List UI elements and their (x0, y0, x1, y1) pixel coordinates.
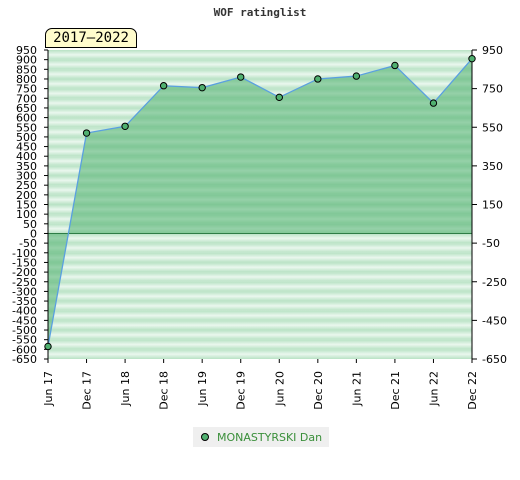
y-left-tick-label: 950 (16, 44, 37, 57)
plot-band (48, 78, 472, 89)
data-point (44, 342, 52, 351)
y-left-tick-label: -100 (12, 247, 37, 260)
plot-band (48, 320, 472, 331)
y-left-tick-label: 200 (16, 189, 37, 202)
y-left-tick-label: 800 (16, 73, 37, 86)
y-left-tick-label: 850 (16, 63, 37, 76)
data-point (82, 129, 91, 137)
y-left-tick-label: -600 (12, 343, 37, 356)
y-left-tick-label: 100 (16, 208, 37, 221)
data-point (121, 122, 129, 130)
y-left-tick-label: -150 (12, 256, 37, 269)
x-tick-label: Dec 22 (466, 371, 479, 410)
legend: MONASTYRSKI Dan (193, 427, 329, 447)
x-tick-label: Dec 19 (235, 371, 248, 410)
y-left-tick-label: -650 (12, 353, 37, 366)
y-left-tick-label: 450 (16, 141, 37, 154)
period-badge: 2017–2022 (45, 28, 137, 48)
series-area (48, 58, 472, 347)
y-left-tick-label: -350 (12, 295, 37, 308)
y-right-tick-label: 550 (482, 121, 503, 134)
y-left-tick-label: 50 (23, 218, 37, 231)
plot-band (48, 252, 472, 263)
legend-label: MONASTYRSKI Dan (217, 430, 323, 444)
x-tick-label: Dec 18 (158, 371, 171, 410)
y-left-tick-label: -250 (12, 276, 37, 289)
plot-band (48, 339, 472, 350)
y-left-tick-label: -200 (12, 266, 37, 279)
y-right-tick-label: 350 (482, 160, 503, 173)
y-left-tick-label: -50 (19, 237, 37, 250)
x-tick-label: Jun 17 (42, 371, 55, 407)
chart-title: WOF ratinglist (213, 6, 307, 19)
x-tick-label: Dec 21 (389, 371, 402, 410)
plot-band (48, 310, 472, 321)
y-left-tick-label: -400 (12, 305, 37, 318)
legend-marker-icon (201, 433, 209, 441)
y-left-tick-label: 650 (16, 102, 37, 115)
y-right-tick-label: 150 (482, 199, 503, 212)
y-left-tick-label: 600 (16, 112, 37, 125)
data-point (429, 99, 438, 107)
plot-band (48, 233, 472, 244)
y-left-tick-label: 700 (16, 92, 37, 105)
data-point (468, 54, 476, 63)
y-left-tick-label: 750 (16, 83, 37, 96)
plot-band (48, 272, 472, 282)
x-tick-label: Jun 21 (350, 371, 363, 407)
y-left-tick-label: -450 (12, 314, 37, 327)
data-point (159, 82, 168, 90)
plot-band (48, 330, 472, 340)
y-left-tick-label: 400 (16, 150, 37, 163)
data-point (352, 72, 361, 80)
y-right-tick-label: 950 (482, 44, 503, 57)
y-left-tick-label: 500 (16, 131, 37, 144)
y-left-tick-label: 350 (16, 160, 37, 173)
data-point (275, 93, 283, 102)
x-tick-label: Jun 22 (427, 371, 440, 407)
plot-band (48, 243, 472, 253)
plot-band (48, 301, 472, 311)
x-tick-label: Dec 20 (312, 371, 325, 410)
plot-band (48, 59, 472, 70)
plot-band (48, 69, 472, 79)
y-left-tick-label: 0 (30, 227, 37, 240)
y-left-tick-label: 550 (16, 121, 37, 134)
y-left-tick-label: -500 (12, 324, 37, 337)
data-point (198, 83, 206, 92)
y-left-tick-label: -550 (12, 334, 37, 347)
y-right-tick-label: -450 (482, 314, 507, 327)
y-right-tick-label: -250 (482, 276, 507, 289)
y-right-tick-label: -50 (482, 237, 500, 250)
y-left-tick-label: 900 (16, 54, 37, 67)
data-point (314, 75, 322, 83)
plot-band (48, 281, 472, 292)
y-left-tick-label: -300 (12, 285, 37, 298)
y-left-tick-label: 250 (16, 179, 37, 192)
data-point (391, 61, 399, 70)
x-tick-label: Jun 18 (119, 371, 132, 407)
plot-band (48, 349, 472, 359)
x-tick-label: Dec 17 (81, 371, 94, 410)
x-tick-label: Jun 19 (196, 371, 209, 407)
plot-band (48, 262, 472, 273)
plot-band (48, 291, 472, 302)
y-right-tick-label: 750 (482, 83, 503, 96)
y-left-tick-label: 150 (16, 199, 37, 212)
x-tick-label: Jun 20 (273, 371, 286, 407)
y-left-tick-label: 300 (16, 170, 37, 183)
series-line (47, 58, 473, 347)
data-point (237, 73, 245, 81)
plot-band (48, 50, 472, 60)
y-right-tick-label: -650 (482, 353, 507, 366)
